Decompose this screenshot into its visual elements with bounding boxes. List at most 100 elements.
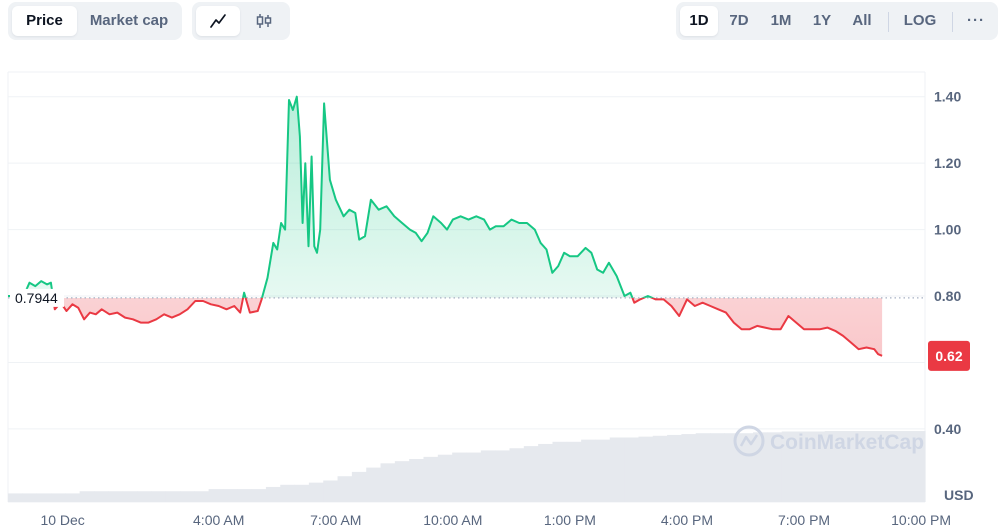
range-divider	[888, 12, 889, 32]
volume-bar	[480, 450, 496, 502]
volume-bar	[867, 431, 883, 502]
line-chart-button[interactable]	[196, 6, 240, 36]
reference-price-label: 0.7944	[10, 288, 64, 307]
volume-bar	[595, 439, 611, 502]
volume-bar	[366, 467, 382, 502]
volume-bar	[695, 433, 711, 502]
more-options-button[interactable]: ···	[967, 12, 985, 29]
volume-bar	[179, 491, 195, 502]
volume-bar	[151, 491, 167, 502]
range-group: 1D 7D 1M 1Y All LOG ···	[676, 2, 998, 40]
volume-bar	[423, 456, 439, 502]
volume-bar	[8, 493, 23, 502]
reference-label-text: 0.7944	[15, 290, 58, 306]
volume-bar	[294, 484, 310, 502]
volume-bar	[380, 463, 396, 502]
volume-bar	[65, 493, 81, 502]
logo-wave-icon	[739, 434, 759, 447]
volume-bar	[36, 493, 52, 502]
candlestick-chart-icon	[256, 14, 272, 28]
y-tick-label: 1.00	[934, 222, 961, 238]
current-price-badge-bg	[928, 340, 970, 371]
volume-bar	[523, 446, 539, 502]
y-tick-label: 1.40	[934, 89, 961, 105]
candlestick-chart-button[interactable]	[242, 6, 286, 36]
volume-bar	[222, 489, 238, 502]
volume-bar	[394, 461, 410, 502]
volume-bar	[280, 484, 296, 502]
volume-bar	[452, 452, 468, 502]
volume-bar	[781, 431, 797, 502]
price-line-up	[8, 95, 655, 298]
volume-bar	[323, 480, 339, 502]
x-tick-label: 10 Dec	[40, 512, 84, 528]
current-price-text: 0.62	[935, 348, 962, 364]
line-chart-icon	[210, 14, 226, 28]
current-price-badge: 0.62	[928, 340, 970, 371]
volume-bar	[337, 476, 353, 502]
more-divider	[952, 12, 953, 32]
tab-price[interactable]: Price	[12, 6, 77, 36]
volume-bar	[93, 491, 109, 502]
volume-bar	[824, 431, 840, 502]
watermark-text: CoinMarketCap	[770, 431, 924, 454]
tab-market-cap[interactable]: Market cap	[89, 12, 169, 29]
volume-bar	[208, 489, 224, 502]
volume-bar	[681, 434, 697, 502]
range-1m-button[interactable]: 1M	[770, 12, 792, 29]
volume-bar	[165, 491, 181, 502]
volume-bar	[251, 489, 267, 502]
volume-bar	[810, 431, 826, 502]
area-below-reference	[8, 297, 883, 356]
volume-bar	[624, 437, 640, 502]
x-tick-label: 4:00 PM	[661, 512, 713, 528]
log-scale-button[interactable]: LOG	[903, 12, 937, 29]
watermark-logo: CoinMarketCap	[733, 425, 924, 457]
coinmarketcap-logo-icon	[733, 425, 765, 457]
volume-bar	[566, 441, 582, 502]
volume-bar	[839, 431, 854, 502]
x-tick-label: 10:00 AM	[423, 512, 482, 528]
volume-bar	[581, 439, 597, 502]
volume-bar	[882, 431, 897, 502]
metric-tab-group: Price Market cap	[8, 2, 182, 40]
y-unit-label: USD	[944, 487, 974, 503]
volume-bar	[194, 491, 210, 502]
x-tick-label: 7:00 PM	[778, 512, 830, 528]
x-tick-label: 10:00 PM	[891, 512, 951, 528]
volume-bar	[351, 471, 367, 502]
price-line-down	[52, 297, 883, 357]
area-above-reference	[8, 96, 653, 298]
volume-bar	[495, 450, 511, 502]
y-tick-label: 0.40	[934, 421, 961, 437]
volume-bar	[896, 431, 912, 502]
volume-bar	[767, 432, 783, 502]
volume-bar	[853, 431, 869, 502]
volume-bar	[609, 437, 625, 502]
volume-bar	[538, 443, 554, 502]
volume-bar	[710, 433, 726, 502]
reference-label-bg	[10, 288, 64, 307]
x-tick-label: 4:00 AM	[193, 512, 244, 528]
volume-bars	[8, 431, 926, 502]
volume-bar	[509, 448, 525, 502]
volume-bar	[265, 486, 281, 502]
range-all-button[interactable]: All	[852, 12, 872, 29]
y-tick-label: 1.20	[934, 155, 961, 171]
volume-bar	[724, 433, 740, 502]
volume-bar	[910, 431, 926, 502]
volume-bar	[108, 491, 124, 502]
range-7d-button[interactable]: 7D	[729, 12, 749, 29]
volume-bar	[638, 436, 654, 502]
volume-bar	[552, 441, 568, 502]
volume-bar	[466, 452, 482, 502]
volume-bar	[796, 431, 811, 502]
volume-bar	[50, 493, 66, 502]
volume-bar	[652, 435, 668, 502]
range-1d-button[interactable]: 1D	[680, 6, 718, 36]
chart-style-group	[192, 2, 290, 40]
x-tick-label: 7:00 AM	[310, 512, 361, 528]
range-1y-button[interactable]: 1Y	[812, 12, 832, 29]
y-tick-label: 0.80	[934, 288, 961, 304]
